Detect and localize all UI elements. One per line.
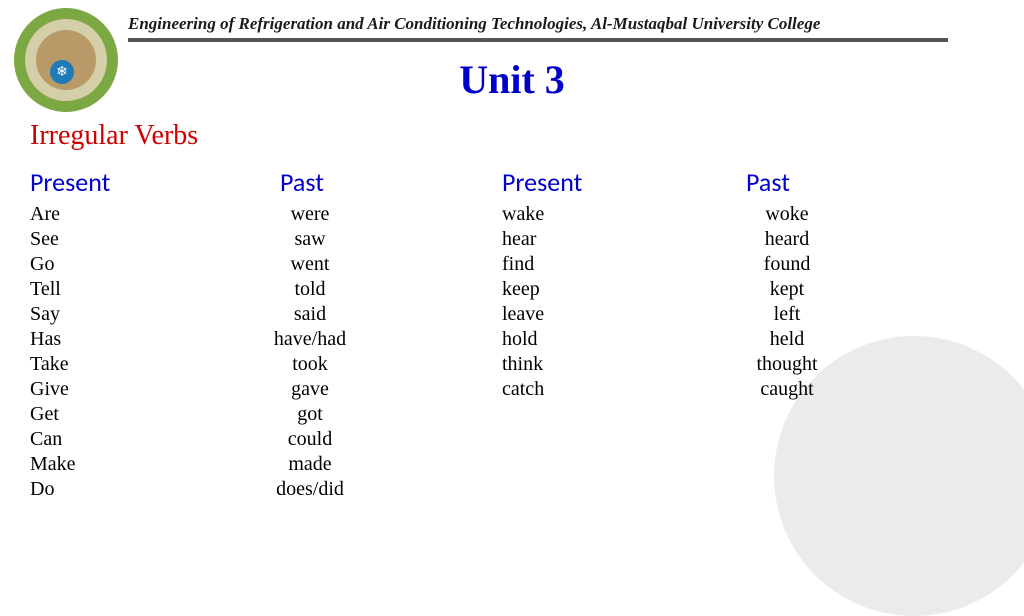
present-cell: Can — [30, 427, 260, 452]
past-cell: held — [742, 327, 832, 352]
verb-row: Seesaw — [30, 227, 360, 252]
verb-row: Saysaid — [30, 302, 360, 327]
col-header-past: Past — [746, 166, 790, 198]
past-cell: woke — [742, 202, 832, 227]
verb-row: Telltold — [30, 277, 360, 302]
verb-row: wake woke — [502, 202, 832, 227]
present-cell: Go — [30, 252, 260, 277]
present-cell: Get — [30, 402, 260, 427]
past-cell: could — [260, 427, 360, 452]
past-cell: made — [260, 452, 360, 477]
past-cell: kept — [742, 277, 832, 302]
verb-row: catch caught — [502, 377, 832, 402]
past-cell: saw — [260, 227, 360, 252]
past-cell: said — [260, 302, 360, 327]
past-cell: were — [260, 202, 360, 227]
past-cell: heard — [742, 227, 832, 252]
present-cell: leave — [502, 302, 732, 327]
verb-row: Dodoes/did — [30, 477, 360, 502]
verb-row: Makemade — [30, 452, 360, 477]
past-cell: thought — [742, 352, 832, 377]
header-divider — [128, 38, 948, 42]
present-cell: See — [30, 227, 260, 252]
col-header-present: Present — [502, 166, 582, 198]
verb-row: find found — [502, 252, 832, 277]
past-cell: does/did — [260, 477, 360, 502]
verb-row: Taketook — [30, 352, 360, 377]
section-subtitle: Irregular Verbs — [30, 120, 198, 152]
present-cell: Tell — [30, 277, 260, 302]
col-header-past: Past — [280, 166, 324, 198]
present-cell: Make — [30, 452, 260, 477]
past-cell: found — [742, 252, 832, 277]
past-cell: have/had — [260, 327, 360, 352]
present-cell: Take — [30, 352, 260, 377]
past-cell: took — [260, 352, 360, 377]
present-cell: hear — [502, 227, 732, 252]
verb-row: Gowent — [30, 252, 360, 277]
present-cell: catch — [502, 377, 732, 402]
present-cell: Has — [30, 327, 260, 352]
col-header-present: Present — [30, 166, 110, 198]
present-cell: find — [502, 252, 732, 277]
past-cell: told — [260, 277, 360, 302]
verb-row: Cancould — [30, 427, 360, 452]
verb-row: Arewere — [30, 202, 360, 227]
past-cell: caught — [742, 377, 832, 402]
present-cell: Give — [30, 377, 260, 402]
present-cell: keep — [502, 277, 732, 302]
present-cell: think — [502, 352, 732, 377]
verb-row: hold held — [502, 327, 832, 352]
verb-row: Givegave — [30, 377, 360, 402]
past-cell: gave — [260, 377, 360, 402]
past-cell: went — [260, 252, 360, 277]
page-title: Unit 3 — [0, 56, 1024, 103]
present-cell: Say — [30, 302, 260, 327]
verb-row: keep kept — [502, 277, 832, 302]
verb-row: Getgot — [30, 402, 360, 427]
past-cell: got — [260, 402, 360, 427]
present-cell: hold — [502, 327, 732, 352]
verb-row: hear heard — [502, 227, 832, 252]
verb-row: think thought — [502, 352, 832, 377]
verb-row: leave left — [502, 302, 832, 327]
institution-header: Engineering of Refrigeration and Air Con… — [128, 14, 820, 34]
verb-row: Hashave/had — [30, 327, 360, 352]
present-cell: wake — [502, 202, 732, 227]
past-cell: left — [742, 302, 832, 327]
present-cell: Are — [30, 202, 260, 227]
present-cell: Do — [30, 477, 260, 502]
